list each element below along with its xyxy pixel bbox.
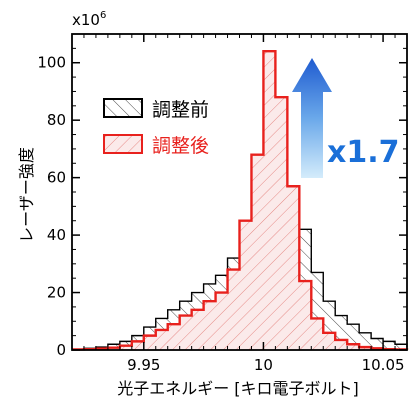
y-tick-label: 20 xyxy=(47,284,66,302)
y-tick-label: 80 xyxy=(47,111,66,129)
legend: 調整前 調整後 xyxy=(103,98,209,157)
series-layer xyxy=(72,50,409,351)
x-axis-title: 光子エネルギー [キロ電子ボルト] xyxy=(117,379,359,398)
y-tick-label: 60 xyxy=(47,169,66,187)
x-tick-label: 9.95 xyxy=(127,356,160,374)
y-tick-label: 0 xyxy=(56,341,66,359)
up-arrow-icon xyxy=(292,58,332,178)
improvement-label: x1.7 xyxy=(327,135,400,170)
legend-swatch-after xyxy=(103,134,143,154)
y-axis-title: レーザー強度 xyxy=(17,147,36,243)
legend-swatch-before xyxy=(103,98,143,118)
series-fill-1 xyxy=(72,51,407,351)
series-1 xyxy=(72,50,409,351)
legend-label-after: 調整後 xyxy=(152,135,209,157)
legend-label-before: 調整前 xyxy=(152,99,209,121)
tick-layer: 0 20 40 60 80 100 9.95 10 10.05 xyxy=(37,34,408,374)
x-tick-label: 10 xyxy=(254,356,273,374)
x-tick-label: 10.05 xyxy=(362,356,405,374)
y-multiplier: x106 xyxy=(72,10,106,29)
y-tick-label: 100 xyxy=(37,54,66,72)
improvement-annotation: x1.7 xyxy=(292,58,400,178)
series-line-1 xyxy=(72,50,409,351)
y-tick-label: 40 xyxy=(47,226,66,244)
